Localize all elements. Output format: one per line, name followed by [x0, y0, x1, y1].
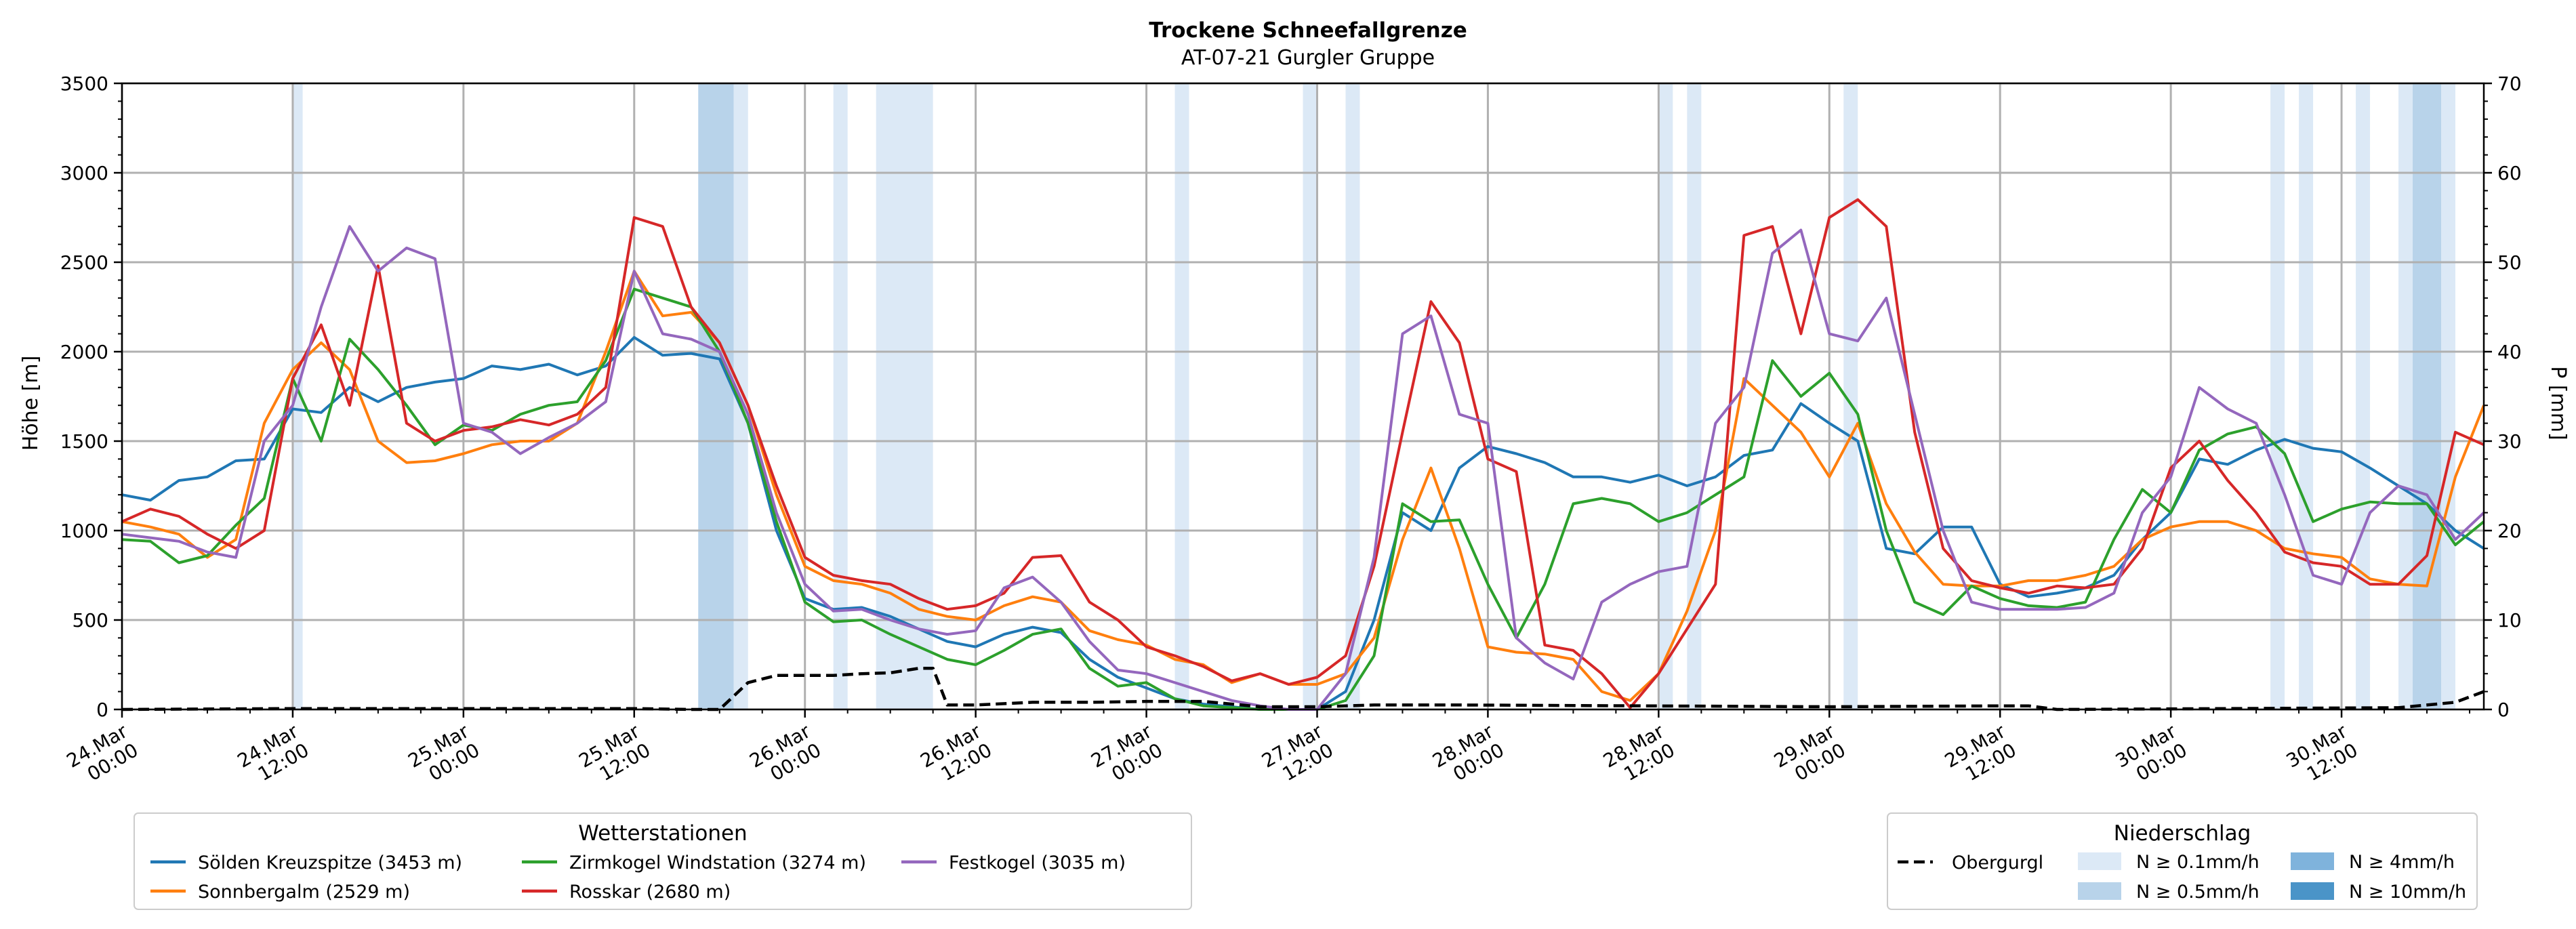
y-tick-label: 1000 [60, 520, 108, 542]
legend-precip-label-3: N ≥ 10mm/h [2349, 882, 2466, 903]
y2-axis-label: P [mm] [2546, 366, 2570, 440]
legend-precip-title: Niederschlag [2114, 821, 2251, 846]
y-tick-label: 3000 [60, 162, 108, 184]
y2-tick-label: 70 [2497, 73, 2522, 95]
legend-precip-swatch-2 [2291, 852, 2334, 870]
plot-frame [121, 82, 2485, 711]
precip-band [1345, 83, 1360, 709]
precip-band [2441, 83, 2456, 709]
legend-label-obergurgl: Obergurgl [1952, 852, 2043, 873]
y2-tick-label: 30 [2497, 430, 2522, 453]
legend-precipitation: Niederschlag Obergurgl N ≥ 0.1mm/h N ≥ 0.5… [1887, 812, 2478, 910]
precipitation-bands [292, 83, 2456, 709]
y-axis-label: Höhe [m] [19, 356, 43, 451]
series-line-3 [121, 198, 2485, 709]
precip-band [1303, 83, 1317, 709]
precip-band [2398, 83, 2413, 709]
precip-band [2356, 83, 2371, 709]
precip-band [2270, 83, 2285, 709]
legend-precip-swatch-1 [2078, 882, 2121, 900]
legend-stations-box [134, 812, 1192, 910]
legend-label-2: Zirmkogel Windstation (3274 m) [569, 852, 866, 873]
y2-tick-label: 50 [2497, 251, 2522, 274]
y-tick-label: 1500 [60, 430, 108, 453]
y2-tick-label: 60 [2497, 162, 2522, 184]
legend-precip-label-0: N ≥ 0.1mm/h [2136, 852, 2260, 873]
legend-stations: Wetterstationen Sölden Kreuzspitze (3453… [134, 812, 1192, 910]
legend-label-3: Rosskar (2680 m) [569, 882, 731, 903]
legend-label-4: Festkogel (3035 m) [949, 852, 1126, 873]
y2-tick-label: 10 [2497, 609, 2522, 632]
y2-tick-label: 40 [2497, 341, 2522, 363]
legend-precip-swatch-3 [2291, 882, 2334, 900]
precip-band [698, 83, 734, 709]
precip-band [1843, 83, 1858, 709]
legend-label-0: Sölden Kreuzspitze (3453 m) [198, 852, 462, 873]
legend-label-1: Sonnbergalm (2529 m) [198, 882, 410, 903]
precip-band [876, 83, 933, 709]
legend-precip-swatch-0 [2078, 852, 2121, 870]
precip-band [2299, 83, 2314, 709]
y-tick-label: 0 [96, 699, 108, 721]
series-line-1 [121, 270, 2485, 702]
precip-band [2413, 83, 2442, 709]
y-tick-label: 2500 [60, 251, 108, 274]
series-line-0 [121, 335, 2485, 711]
series-lines [121, 198, 2485, 711]
precip-band [1658, 83, 1673, 709]
legend-precip-label-2: N ≥ 4mm/h [2349, 852, 2455, 873]
y-tick-label: 500 [73, 609, 108, 632]
chart-title: Trockene Schneefallgrenze [1149, 18, 1467, 43]
legend-stations-title: Wetterstationen [578, 821, 747, 846]
y-tick-label: 2000 [60, 341, 108, 363]
y2-tick-label: 20 [2497, 520, 2522, 542]
legend-precip-label-1: N ≥ 0.5mm/h [2136, 882, 2260, 903]
y-tick-label: 3500 [60, 73, 108, 95]
chart-subtitle: AT-07-21 Gurgler Gruppe [1181, 46, 1435, 70]
precip-band [833, 83, 848, 709]
series-line-5 [121, 667, 2485, 711]
precip-band [1174, 83, 1189, 709]
y2-tick-label: 0 [2497, 699, 2510, 721]
x-tick-label: 24.Mar12:00 [234, 720, 313, 791]
precip-band [292, 83, 303, 709]
